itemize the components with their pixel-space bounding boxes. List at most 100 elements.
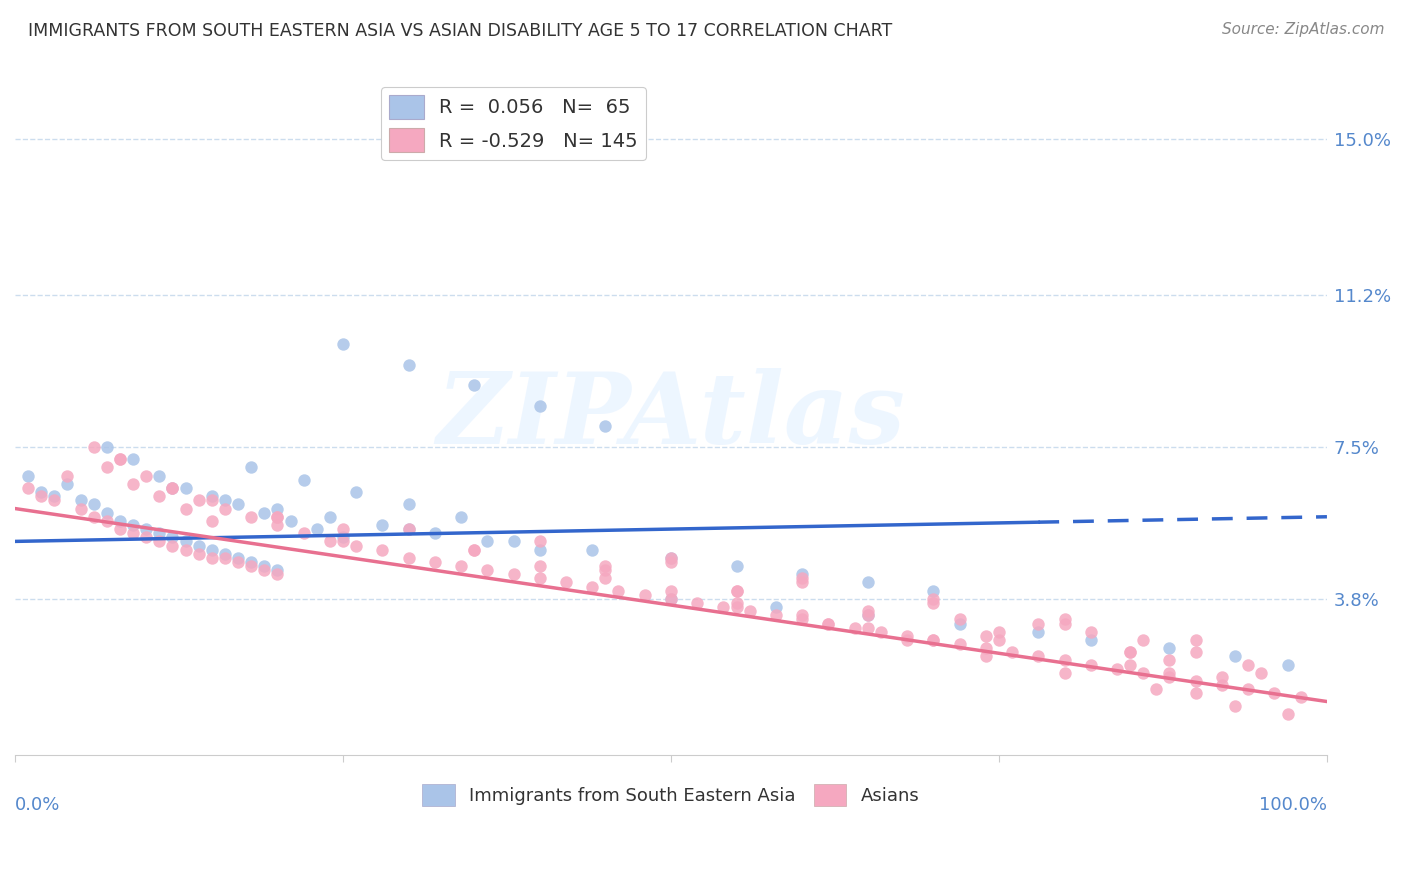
Point <box>96 514 118 528</box>
Point <box>214 547 236 561</box>
Point <box>305 522 328 536</box>
Point <box>922 591 945 606</box>
Point <box>83 509 105 524</box>
Point <box>280 514 302 528</box>
Point <box>226 555 249 569</box>
Point <box>974 649 997 664</box>
Point <box>948 616 970 631</box>
Point <box>187 493 209 508</box>
Point <box>1223 698 1246 713</box>
Point <box>725 600 748 615</box>
Point <box>896 629 918 643</box>
Point <box>398 498 420 512</box>
Point <box>1144 682 1167 697</box>
Point <box>529 534 551 549</box>
Point <box>1053 612 1076 626</box>
Point <box>1001 645 1024 659</box>
Point <box>922 596 945 610</box>
Point <box>792 612 814 626</box>
Point <box>595 571 617 585</box>
Point <box>332 522 354 536</box>
Point <box>856 608 879 623</box>
Point <box>83 498 105 512</box>
Text: 0.0%: 0.0% <box>15 796 60 814</box>
Point <box>201 550 224 565</box>
Point <box>1211 678 1233 692</box>
Point <box>44 489 66 503</box>
Point <box>1211 670 1233 684</box>
Point <box>332 337 354 351</box>
Point <box>1184 645 1206 659</box>
Point <box>1119 657 1142 672</box>
Point <box>17 481 39 495</box>
Point <box>502 534 524 549</box>
Point <box>1159 653 1181 667</box>
Point <box>948 637 970 651</box>
Point <box>856 621 879 635</box>
Point <box>1250 665 1272 680</box>
Point <box>896 632 918 647</box>
Point <box>1053 665 1076 680</box>
Point <box>659 591 682 606</box>
Point <box>214 501 236 516</box>
Point <box>987 632 1010 647</box>
Point <box>844 621 866 635</box>
Point <box>174 534 197 549</box>
Point <box>240 559 263 574</box>
Point <box>108 522 131 536</box>
Point <box>765 608 787 623</box>
Point <box>96 440 118 454</box>
Text: IMMIGRANTS FROM SOUTH EASTERN ASIA VS ASIAN DISABILITY AGE 5 TO 17 CORRELATION C: IMMIGRANTS FROM SOUTH EASTERN ASIA VS AS… <box>28 22 893 40</box>
Point <box>1289 690 1312 705</box>
Point <box>162 481 184 495</box>
Point <box>450 559 472 574</box>
Point <box>174 542 197 557</box>
Point <box>253 563 276 577</box>
Point <box>1026 649 1049 664</box>
Point <box>555 575 578 590</box>
Point <box>201 493 224 508</box>
Point <box>398 522 420 536</box>
Point <box>1184 686 1206 700</box>
Point <box>17 468 39 483</box>
Point <box>634 588 657 602</box>
Point <box>659 555 682 569</box>
Point <box>135 530 157 544</box>
Point <box>659 550 682 565</box>
Point <box>266 518 288 533</box>
Point <box>1132 665 1154 680</box>
Point <box>56 468 79 483</box>
Point <box>96 460 118 475</box>
Point <box>1159 670 1181 684</box>
Point <box>96 506 118 520</box>
Point <box>659 591 682 606</box>
Point <box>1119 645 1142 659</box>
Point <box>856 608 879 623</box>
Point <box>226 550 249 565</box>
Point <box>108 452 131 467</box>
Point <box>162 481 184 495</box>
Point <box>1132 632 1154 647</box>
Point <box>201 489 224 503</box>
Point <box>1105 662 1128 676</box>
Point <box>686 596 709 610</box>
Point <box>174 481 197 495</box>
Point <box>398 358 420 372</box>
Point <box>398 550 420 565</box>
Point <box>266 509 288 524</box>
Point <box>1237 657 1260 672</box>
Point <box>1277 706 1299 721</box>
Point <box>1053 616 1076 631</box>
Point <box>332 530 354 544</box>
Point <box>529 399 551 413</box>
Point <box>135 468 157 483</box>
Point <box>463 542 485 557</box>
Point <box>659 583 682 598</box>
Point <box>1277 657 1299 672</box>
Point <box>122 452 145 467</box>
Point <box>319 509 342 524</box>
Point <box>122 477 145 491</box>
Point <box>987 624 1010 639</box>
Point <box>344 539 367 553</box>
Point <box>595 559 617 574</box>
